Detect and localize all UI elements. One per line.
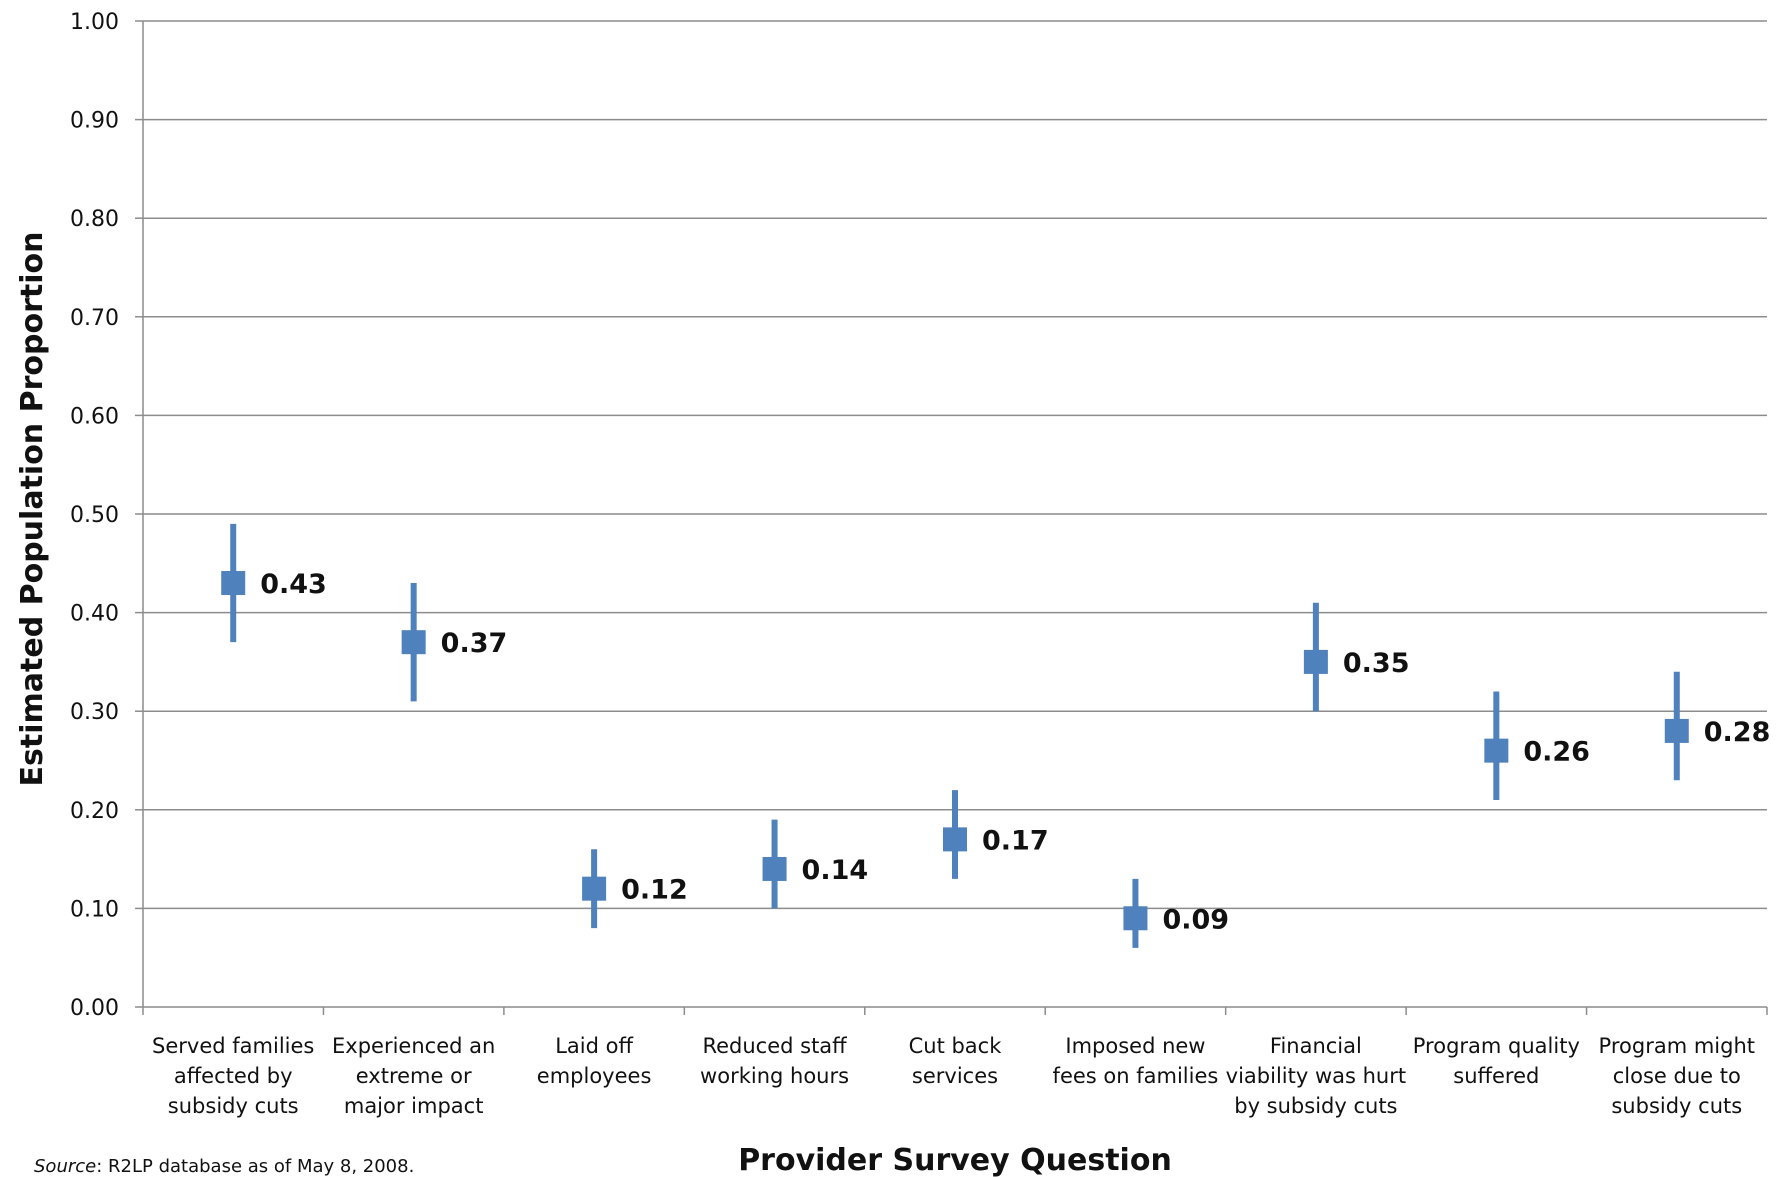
data-label: 0.09 [1162, 904, 1229, 935]
data-label: 0.43 [260, 569, 327, 600]
y-tick-label: 0.90 [70, 109, 119, 134]
y-tick-label: 1.00 [70, 10, 119, 35]
y-tick-label: 0.70 [70, 306, 119, 331]
data-point [582, 876, 607, 901]
gridlines [143, 20, 1767, 910]
x-category-label: Served families affected by subsidy cuts [152, 1034, 314, 1118]
y-tick-label: 0.40 [70, 602, 119, 627]
data-point [1123, 906, 1148, 931]
data-point [1484, 738, 1509, 763]
x-category-label: Financial viability was hurt by subsidy cu… [1226, 1034, 1406, 1118]
axes [135, 20, 1768, 1015]
data-point [221, 571, 246, 596]
data-label: 0.26 [1523, 737, 1590, 768]
source-note: Source: R2LP database as of May 8, 2008. [34, 1157, 414, 1177]
x-category-label: Cut back services [909, 1034, 1003, 1088]
data-label: 0.14 [802, 855, 869, 886]
x-category-label: Experienced an extreme or major impact [332, 1034, 495, 1118]
data-label: 0.12 [621, 875, 688, 906]
x-category-label: Laid off employees [537, 1034, 652, 1088]
data-marks: 0.43 0.37 0.12 0.14 0.17 0.09 0.35 0.26 0.28 [221, 523, 1771, 948]
x-category-label: Program might close due to subsidy cuts [1599, 1034, 1755, 1118]
x-category-label: Reduced staff working hours [700, 1034, 849, 1088]
y-tick-labels: 0.00 0.10 0.20 0.30 0.40 0.50 0.60 0.70 0.80 0.90… [70, 10, 119, 1021]
source-text: : R2LP database as of May 8, 2008. [96, 1156, 415, 1177]
data-label: 0.28 [1704, 717, 1771, 748]
y-tick-label: 0.80 [70, 207, 119, 232]
data-label: 0.17 [982, 825, 1049, 856]
x-category-label: Imposed new fees on families [1053, 1034, 1219, 1088]
y-tick-label: 0.10 [70, 897, 119, 922]
y-tick-label: 0.20 [70, 799, 119, 824]
y-tick-label: 0.50 [70, 503, 119, 528]
source-prefix: Source [34, 1156, 97, 1177]
x-category-labels: Served families affected by subsidy cutsEx… [152, 1034, 1755, 1118]
x-axis-title: Provider Survey Question [738, 1143, 1172, 1177]
y-tick-label: 0.60 [70, 404, 119, 429]
data-point [762, 856, 787, 881]
data-label: 0.35 [1343, 648, 1410, 679]
y-tick-label: 0.30 [70, 700, 119, 725]
y-tick-label: 0.00 [70, 996, 119, 1021]
y-axis-title: Estimated Population Proportion [15, 232, 50, 787]
data-point [1664, 718, 1689, 743]
data-point [943, 827, 967, 852]
data-point [1303, 649, 1328, 674]
x-category-label: Program quality suffered [1413, 1034, 1580, 1088]
data-point [401, 630, 426, 655]
data-label: 0.37 [441, 628, 508, 659]
